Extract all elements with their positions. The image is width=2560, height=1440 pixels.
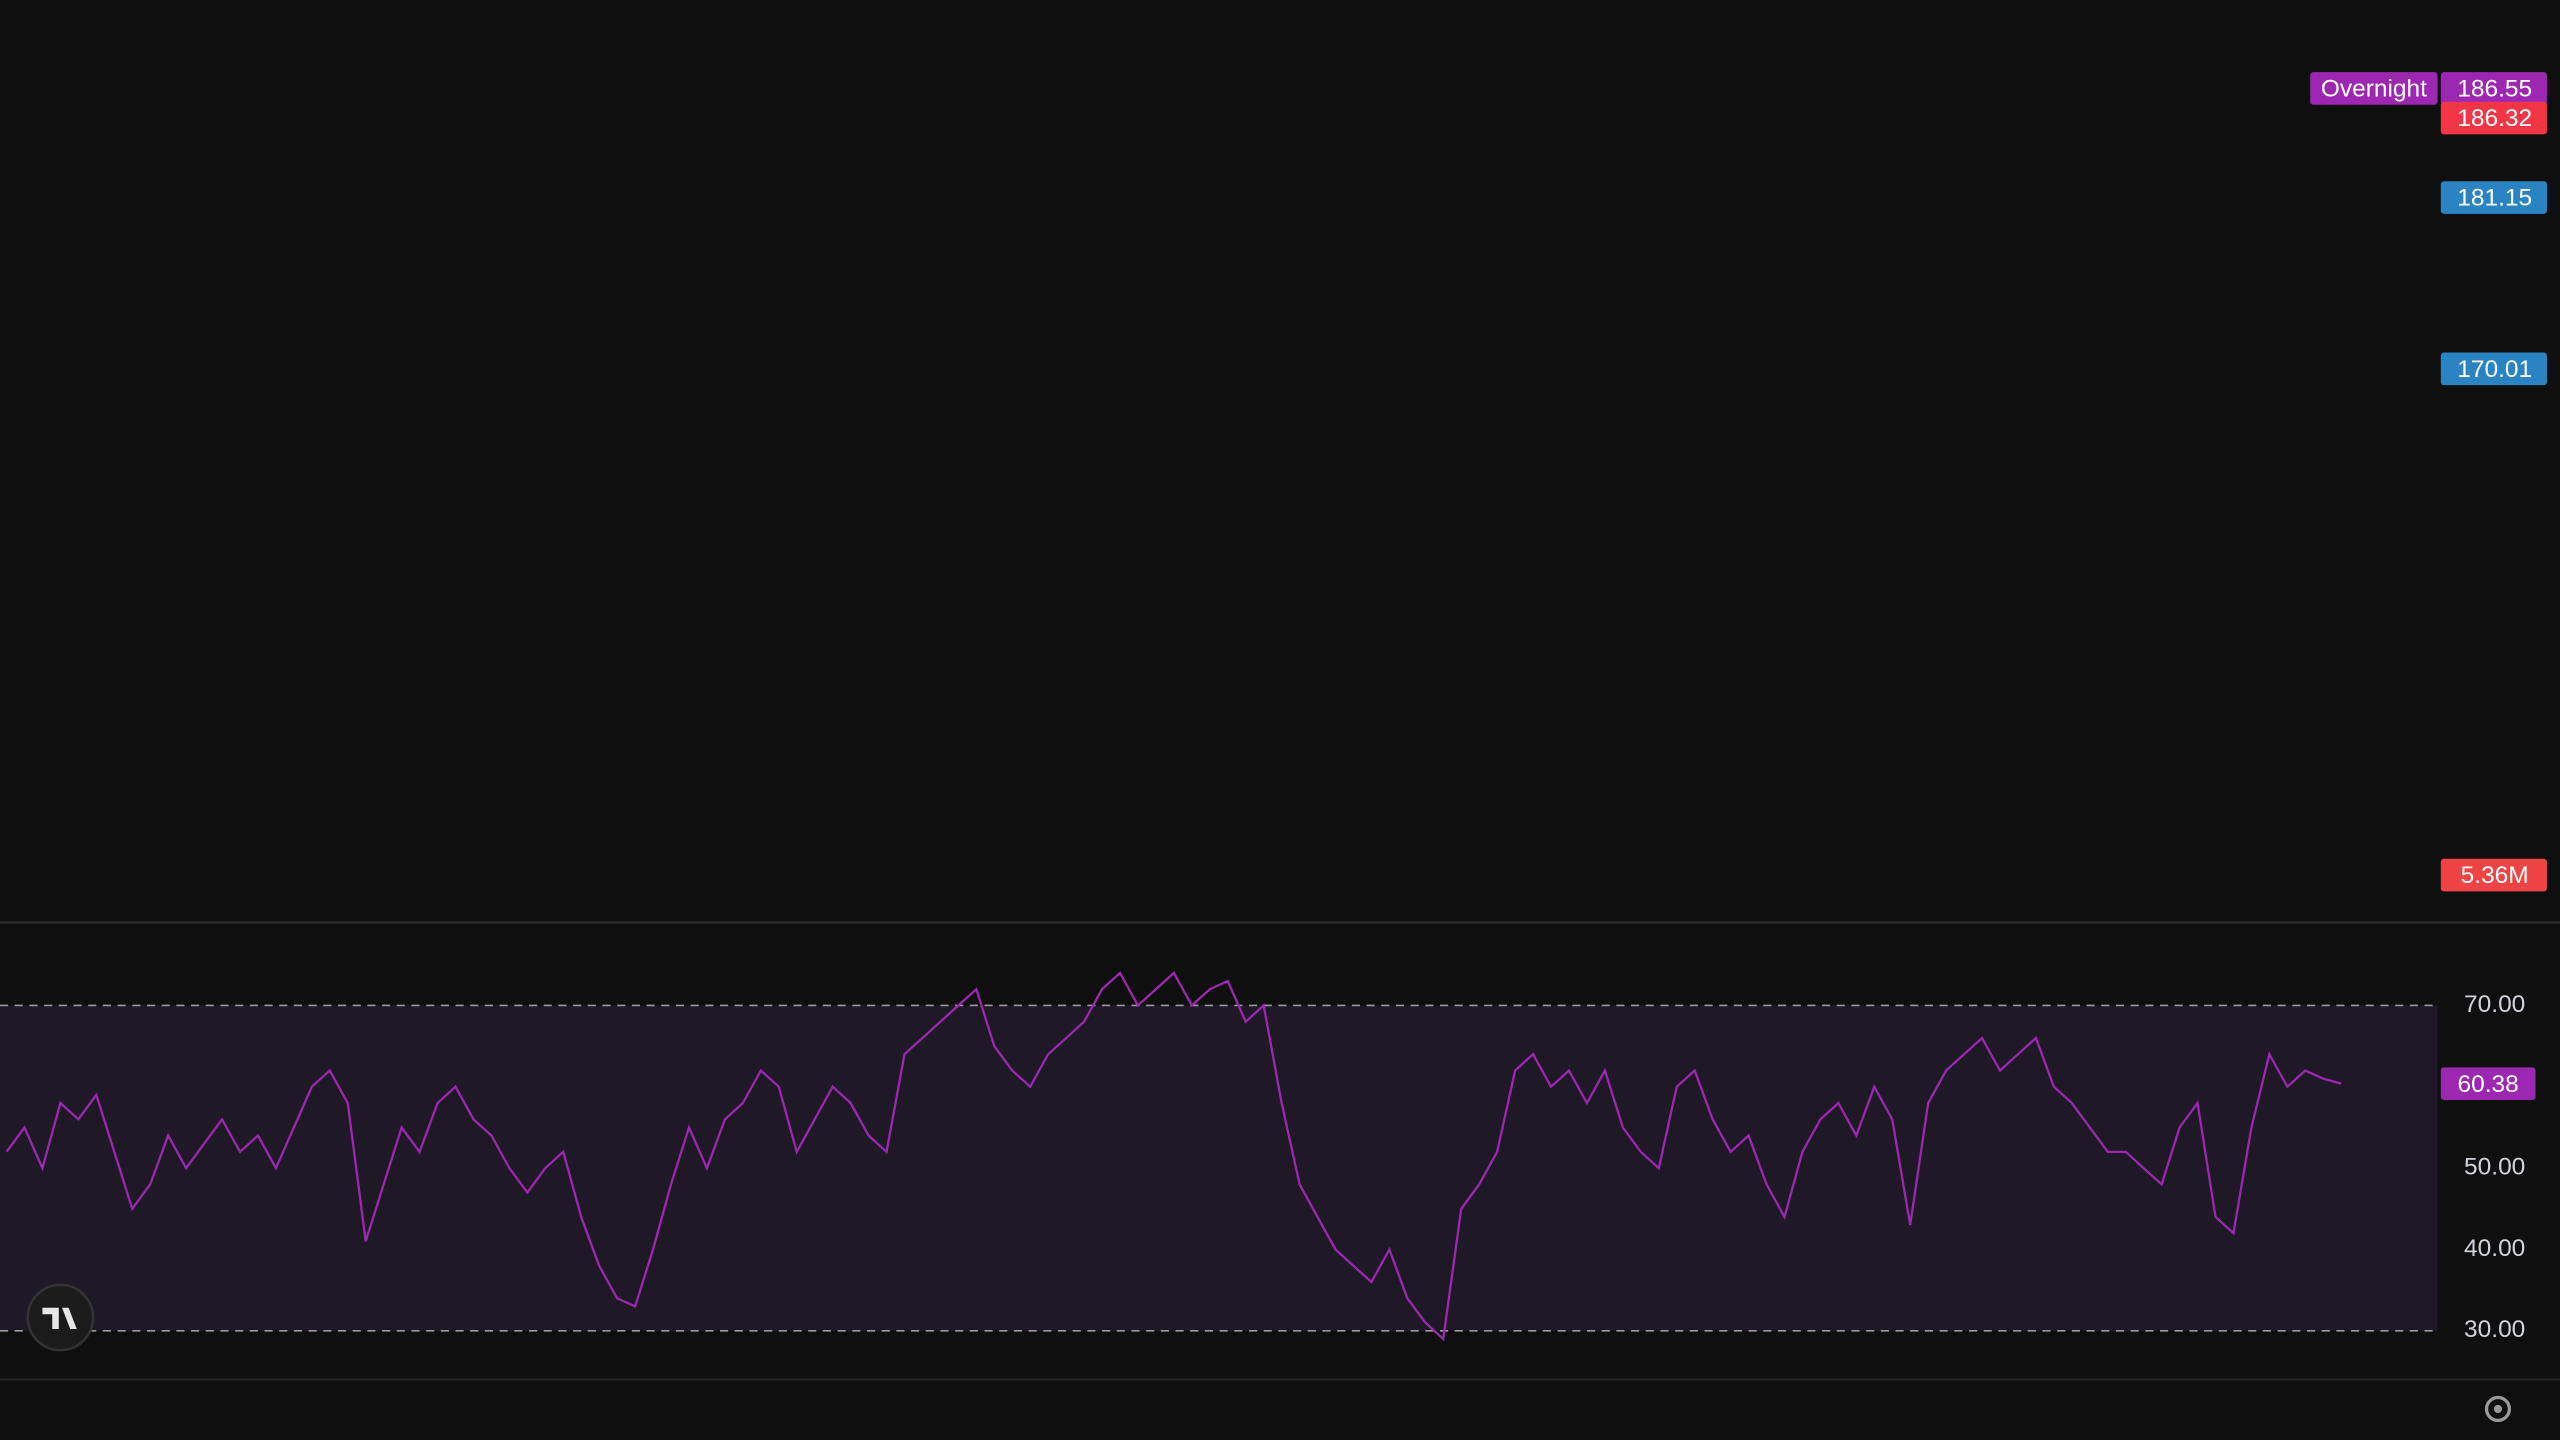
settings-gear[interactable]	[2484, 1395, 2512, 1423]
rsi-band	[0, 1005, 2438, 1331]
y-tick-label: 50.00	[2464, 1154, 2525, 1181]
overnight-price: 186.55	[2457, 76, 2532, 103]
y-tick-label: 30.00	[2464, 1316, 2525, 1343]
logo[interactable]	[26, 1283, 95, 1352]
y-tick-label: 70.00	[2464, 991, 2525, 1018]
ma-label: 170.01	[2457, 356, 2532, 383]
overnight-tag-box	[2310, 72, 2438, 105]
volume-label: 5.36M	[2461, 862, 2529, 889]
plot-layer	[5, 971, 2342, 1342]
last-price-label: 186.32	[2457, 105, 2532, 132]
overnight-tag: Overnight	[2321, 76, 2427, 103]
rsi-label-box	[2440, 1067, 2536, 1100]
rsi-label: 60.38	[2458, 1071, 2519, 1098]
ma-label-box	[2440, 181, 2547, 214]
grid-layer	[0, 1004, 2438, 1332]
settings-icon[interactable]	[2484, 1395, 2512, 1423]
y-tick-label: 40.00	[2464, 1235, 2525, 1262]
logo-circle[interactable]	[26, 1283, 95, 1352]
rsi-line	[5, 971, 2342, 1342]
settings-dot	[2493, 1404, 2503, 1414]
last-price-label-box	[2440, 101, 2547, 135]
ma-label: 181.15	[2457, 185, 2532, 212]
axis-layer: 30.00 40.00 50.00 70.00	[2464, 991, 2525, 1343]
volume-label-box	[2440, 858, 2547, 892]
overnight-price-box	[2440, 72, 2547, 105]
logo-mark	[42, 1307, 77, 1329]
ma-label-box	[2440, 352, 2547, 386]
